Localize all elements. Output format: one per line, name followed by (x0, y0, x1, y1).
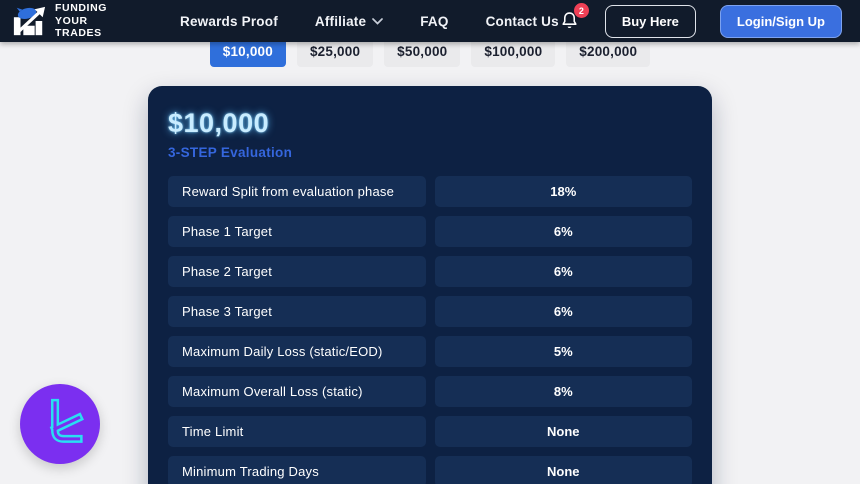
table-row: Phase 1 Target 6% (168, 216, 692, 247)
notification-badge: 2 (573, 3, 589, 18)
row-label-cell: Maximum Daily Loss (static/EOD) (168, 336, 426, 367)
row-value-cell: 6% (434, 216, 692, 247)
chat-widget-button[interactable] (20, 384, 100, 464)
bell-icon (559, 9, 581, 32)
row-value-cell: 5% (434, 336, 692, 367)
evaluation-card: $10,000 3-STEP Evaluation Reward Split f… (148, 86, 712, 484)
row-label-cell: Reward Split from evaluation phase (168, 176, 426, 207)
table-row: Phase 3 Target 6% (168, 296, 692, 327)
login-signup-button[interactable]: Login/Sign Up (719, 4, 842, 38)
nav-menu: Rewards Proof Affiliate FAQ Contact Us (180, 14, 559, 29)
row-label-cell: Maximum Overall Loss (static) (168, 376, 426, 407)
card-subtitle: 3-STEP Evaluation (168, 145, 293, 160)
nav-item-affiliate[interactable]: Affiliate (315, 14, 384, 29)
bull-chart-logo-icon (10, 4, 48, 38)
table-row: Maximum Daily Loss (static/EOD) 5% (168, 336, 692, 367)
navbar-right-cluster: 2 Buy Here Login/Sign Up (559, 3, 842, 38)
brand-logo[interactable]: FUNDING YOUR TRADES (10, 2, 110, 40)
chevron-down-icon (372, 17, 384, 25)
table-row: Maximum Overall Loss (static) 8% (168, 376, 692, 407)
row-label-cell: Phase 3 Target (168, 296, 426, 327)
card-title: $10,000 (168, 108, 270, 138)
table-row: Minimum Trading Days None (168, 456, 692, 484)
nav-item-rewards-proof[interactable]: Rewards Proof (180, 13, 278, 29)
row-label-cell: Phase 2 Target (168, 256, 426, 287)
row-value-cell: 18% (434, 176, 692, 207)
evaluation-table: Reward Split from evaluation phase 18% P… (168, 176, 692, 484)
row-value-cell: None (434, 456, 692, 484)
nav-item-faq[interactable]: FAQ (420, 13, 449, 29)
notifications-button[interactable]: 2 (559, 3, 589, 33)
table-row: Time Limit None (168, 416, 692, 447)
table-row: Reward Split from evaluation phase 18% (168, 176, 692, 207)
row-value-cell: None (434, 416, 692, 447)
navbar: FUNDING YOUR TRADES Rewards Proof Affili… (0, 0, 860, 42)
brand-text: FUNDING YOUR TRADES (55, 2, 108, 40)
row-value-cell: 8% (434, 376, 692, 407)
row-label-cell: Time Limit (168, 416, 426, 447)
table-row: Phase 2 Target 6% (168, 256, 692, 287)
nav-item-contact-us[interactable]: Contact Us (485, 13, 559, 29)
buy-here-button[interactable]: Buy Here (604, 4, 696, 38)
chat-widget-logo-icon (29, 393, 91, 455)
row-label-cell: Phase 1 Target (168, 216, 426, 247)
row-value-cell: 6% (434, 256, 692, 287)
row-value-cell: 6% (434, 296, 692, 327)
row-label-cell: Minimum Trading Days (168, 456, 426, 484)
